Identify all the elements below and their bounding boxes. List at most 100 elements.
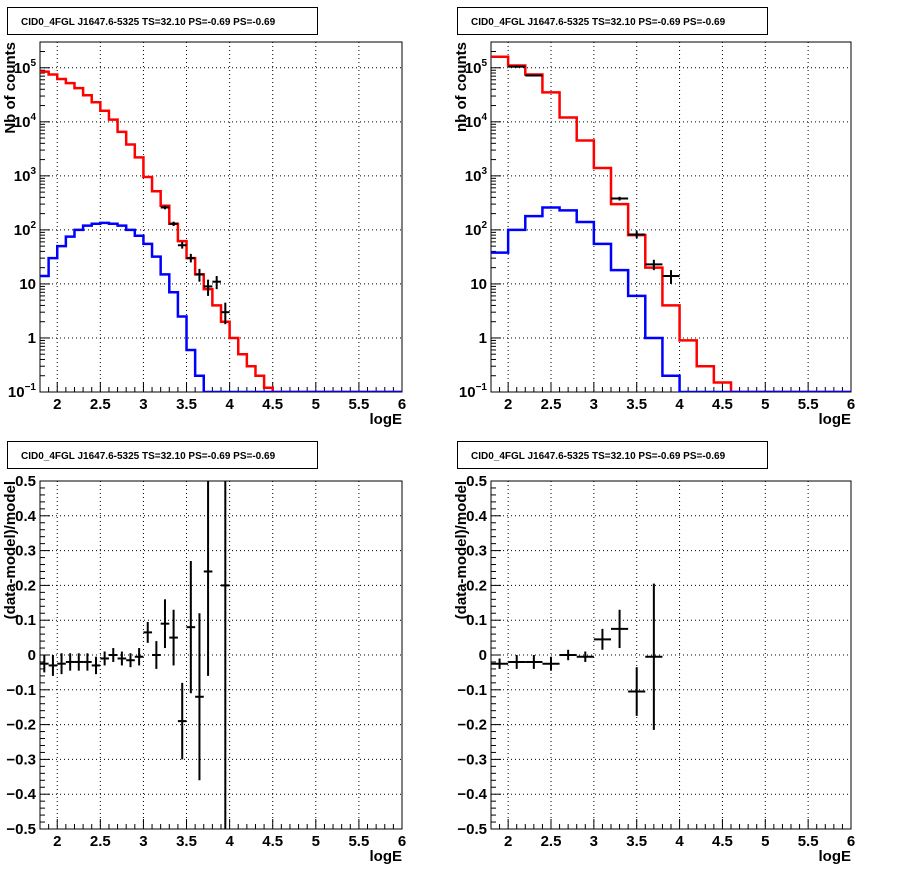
x-tick-label: 2 <box>53 396 61 413</box>
x-tick-label: 5.5 <box>348 833 369 850</box>
y-tick-label: 10−1 <box>8 382 37 401</box>
y-tick-label: 10 <box>470 276 487 293</box>
y-tick-label: 0.1 <box>466 612 487 629</box>
y-tick-label: 102 <box>465 220 488 239</box>
y-tick-label: 103 <box>14 166 37 185</box>
y-axis-title: nb of counts <box>453 42 470 132</box>
chart-panel-top-left: 2 2.5 3 3.5 4 4.5 5 5.5 6 10−1 1 10 102 103 104 105 logE… <box>2 41 406 428</box>
x-tick-label: 4 <box>225 396 234 413</box>
y-tick-label: 0.4 <box>466 508 488 525</box>
y-axis-title: Nb of counts <box>2 42 19 134</box>
data-point <box>195 268 204 282</box>
y-tick-label: −0.4 <box>6 786 36 803</box>
y-tick-label: −0.5 <box>6 821 36 838</box>
data-point <box>645 259 663 271</box>
data-point <box>48 655 58 676</box>
data-point <box>203 481 213 676</box>
data-point <box>40 655 49 673</box>
data-point <box>117 651 127 666</box>
y-tick-label: 0.2 <box>466 577 487 594</box>
chart-title-box: CID0_4FGL J1647.6-5325 TS=32.10 PS=-0.69… <box>457 7 768 35</box>
y-axis-title: (data-model)/model <box>453 481 470 619</box>
x-tick-label: 2 <box>504 396 512 413</box>
title-box-frame <box>457 7 768 35</box>
data-point <box>169 609 178 666</box>
y-tick-label: 1 <box>28 330 36 347</box>
y-tick-label: 1 <box>479 330 487 347</box>
plot-frame <box>39 41 403 393</box>
data-point <box>628 667 646 716</box>
x-tick-label: 5.5 <box>798 833 819 850</box>
y-tick-label: −0.1 <box>6 682 36 699</box>
chart-title: CID0_4FGL J1647.6-5325 TS=32.10 PS=-0.69… <box>471 17 726 28</box>
y-tick-label: −0.2 <box>6 717 36 734</box>
chart-panel-top-right: 2 2.5 3 3.5 4 4.5 5 5.5 6 10−1 1 10 102 103 104 105 logE… <box>453 41 855 428</box>
chart-panel-bottom-right: 2 2.5 3 3.5 4 4.5 5 5.5 6 −0.5 −0.4 −0.3 −0.2 −0.1 0 0.… <box>453 473 855 865</box>
x-tick-label: 2.5 <box>541 833 562 850</box>
data-point <box>186 253 196 263</box>
y-tick-label: 0.3 <box>466 543 487 560</box>
y-tick-label: 0 <box>479 647 487 664</box>
plot-content <box>40 70 402 392</box>
y-tick-label: 0 <box>28 647 36 664</box>
x-tick-label: 4.5 <box>712 396 733 413</box>
x-axis-title: logE <box>370 848 403 865</box>
x-tick-label: 2.5 <box>541 396 562 413</box>
x-axis-title: logE <box>370 411 403 428</box>
data-point <box>221 302 230 325</box>
x-tick-label: 4.5 <box>712 833 733 850</box>
y-tick-label: 103 <box>465 166 488 185</box>
y-tick-label: 104 <box>14 112 37 131</box>
y-tick-label: 0.2 <box>15 577 36 594</box>
y-tick-label: 105 <box>14 58 37 77</box>
title-box-frame <box>7 441 318 469</box>
data-point <box>508 655 526 669</box>
x-tick-label: 5.5 <box>798 396 819 413</box>
data-point <box>83 653 92 671</box>
y-tick-label: −0.3 <box>6 751 36 768</box>
data-point <box>108 648 118 662</box>
chart-title-box: CID0_4FGL J1647.6-5325 TS=32.10 PS=-0.69… <box>7 441 318 469</box>
x-tick-label: 4.5 <box>262 396 283 413</box>
data-point <box>525 74 543 77</box>
x-tick-label: 5 <box>312 396 320 413</box>
plot-frame <box>490 41 852 393</box>
x-tick-label: 2.5 <box>90 833 111 850</box>
x-tick-label: 5 <box>761 833 769 850</box>
x-tick-label: 2 <box>504 833 512 850</box>
x-tick-label: 3 <box>139 396 147 413</box>
y-axis-title: (data-model)/model <box>2 481 19 619</box>
y-tick-label: 0.5 <box>15 473 36 490</box>
data-point <box>221 481 230 829</box>
data-point <box>645 583 663 730</box>
data-point <box>152 641 161 669</box>
data-point <box>611 609 629 649</box>
x-tick-label: 6 <box>847 396 855 413</box>
chart-title-box: CID0_4FGL J1647.6-5325 TS=32.10 PS=-0.69… <box>457 441 768 469</box>
y-tick-label: 105 <box>465 58 488 77</box>
x-tick-label: 4 <box>225 833 234 850</box>
data-point <box>662 270 680 284</box>
x-tick-label: 6 <box>398 396 406 413</box>
x-tick-label: 3.5 <box>626 396 647 413</box>
data-point <box>160 205 170 210</box>
y-tick-label: 0.3 <box>15 543 36 560</box>
data-point <box>576 651 594 662</box>
data-point <box>65 653 75 671</box>
title-box-frame <box>7 7 318 35</box>
x-tick-label: 6 <box>398 833 406 850</box>
x-tick-label: 6 <box>847 833 855 850</box>
x-tick-label: 4.5 <box>262 833 283 850</box>
y-tick-label: 0.1 <box>15 612 36 629</box>
chart-title: CID0_4FGL J1647.6-5325 TS=32.10 PS=-0.69… <box>21 17 276 28</box>
y-tick-label: −0.4 <box>457 786 487 803</box>
title-box-frame <box>457 441 768 469</box>
x-tick-label: 3 <box>590 833 598 850</box>
x-tick-label: 4 <box>675 833 684 850</box>
y-tick-label: 10−1 <box>459 382 488 401</box>
chart-title-box: CID0_4FGL J1647.6-5325 TS=32.10 PS=-0.69… <box>7 7 318 35</box>
data-point <box>195 613 204 781</box>
x-tick-label: 3 <box>590 396 598 413</box>
y-tick-label: −0.5 <box>457 821 487 838</box>
